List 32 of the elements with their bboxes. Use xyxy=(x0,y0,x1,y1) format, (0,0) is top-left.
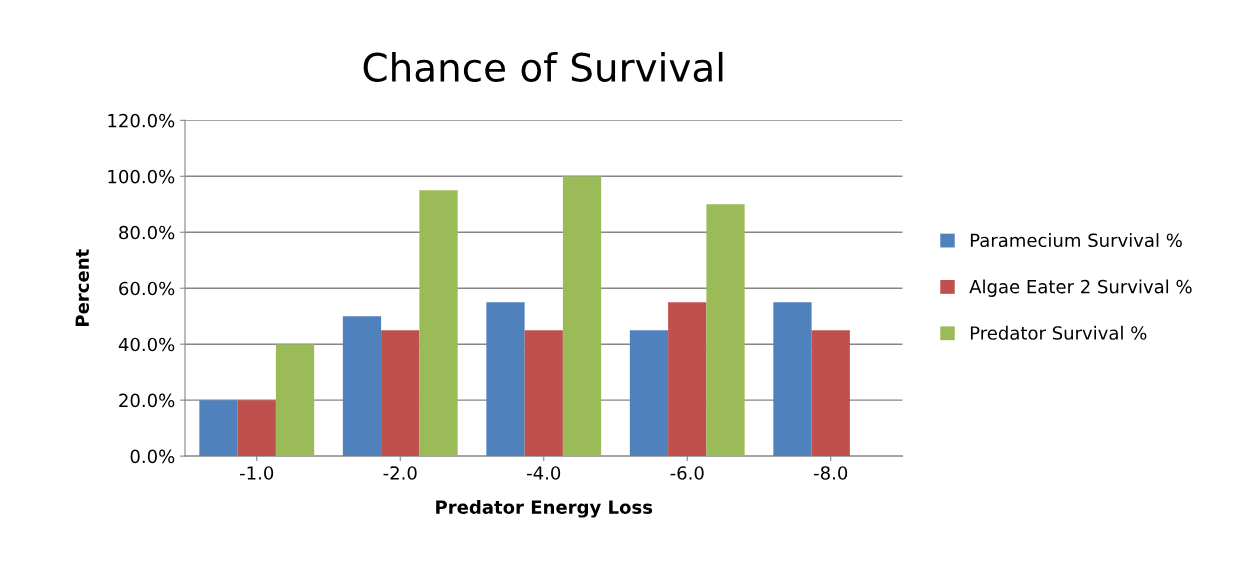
x-tick-label: -6.0 xyxy=(670,466,704,480)
y-tick-label: 20.0% xyxy=(119,393,175,408)
y-axis-title: Percent xyxy=(75,249,90,326)
chart-title: Chance of Survival xyxy=(363,51,723,82)
legend-label: Algae Eater 2 Survival % xyxy=(969,279,1192,297)
x-tick-label: -8.0 xyxy=(814,466,848,480)
bar xyxy=(629,330,669,457)
bar xyxy=(562,176,602,457)
bar xyxy=(419,190,458,457)
bar xyxy=(811,330,850,457)
bar xyxy=(668,302,707,457)
bar xyxy=(486,302,525,457)
y-tick-label: 0.0% xyxy=(130,449,175,464)
x-axis-title: Predator Energy Loss xyxy=(436,499,653,518)
bar xyxy=(773,302,812,457)
x-tick-label: -2.0 xyxy=(383,466,417,480)
y-tick-label: 100.0% xyxy=(108,169,175,184)
y-tick-label: 120.0% xyxy=(108,113,175,128)
y-tick-label: 40.0% xyxy=(118,337,175,352)
bar xyxy=(199,400,238,457)
bar xyxy=(524,330,563,457)
y-tick-label: 80.0% xyxy=(119,225,175,240)
bar xyxy=(275,344,315,457)
legend-label: Predator Survival % xyxy=(970,325,1147,340)
x-tick-label: -1.0 xyxy=(240,466,274,480)
bar xyxy=(237,400,276,457)
y-tick-label: 60.0% xyxy=(119,281,175,296)
x-tick-label: -4.0 xyxy=(527,466,561,480)
bar xyxy=(706,204,745,457)
legend-label: Paramecium Survival % xyxy=(970,233,1182,248)
bar xyxy=(381,330,420,457)
bar xyxy=(342,316,382,457)
